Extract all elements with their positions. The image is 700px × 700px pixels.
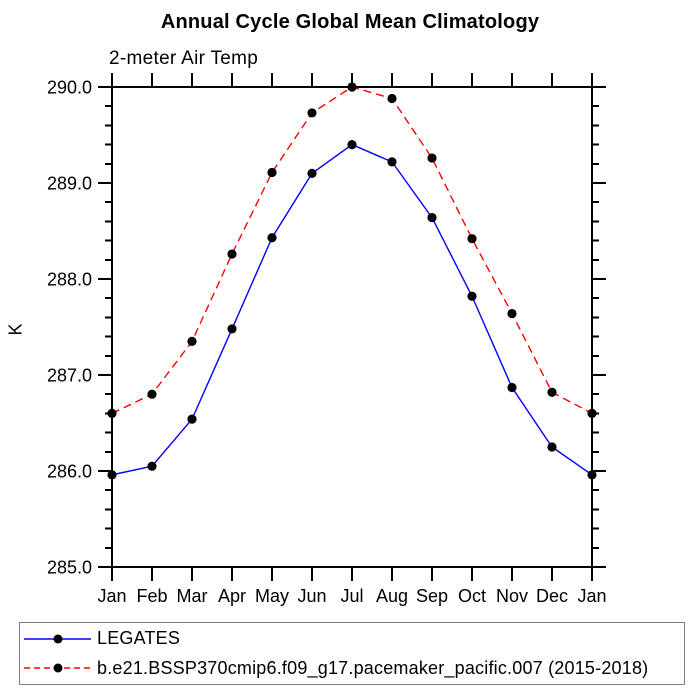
data-point: [387, 93, 397, 104]
x-tick-label: Oct: [458, 586, 486, 606]
data-point: [107, 470, 117, 480]
x-tick-label: Jul: [340, 586, 363, 606]
data-point: [147, 389, 157, 399]
x-tick-label: Sep: [416, 586, 448, 606]
x-tick-label: Mar: [177, 586, 208, 606]
data-point: [507, 382, 517, 393]
data-point: [507, 308, 517, 319]
legend-line-sample-model: [24, 663, 91, 673]
data-point: [387, 157, 397, 167]
legend-item-model: b.e21.BSSP370cmip6.f09_g17.pacemaker_pac…: [20, 655, 684, 682]
x-tick-label: Jun: [297, 586, 326, 606]
chart-subtitle: 2-meter Air Temp: [109, 48, 259, 69]
data-point: [347, 140, 357, 150]
legend-line-sample-legates: [24, 634, 91, 644]
x-tick-label: Feb: [136, 586, 167, 606]
y-tick-label: 288.0: [47, 270, 92, 290]
series-line-0: [111, 143, 593, 476]
x-tick-label: Nov: [496, 586, 528, 606]
legend-marker-dot: [53, 634, 63, 644]
data-point: [267, 233, 277, 243]
x-tick-label: Dec: [536, 586, 568, 606]
data-point: [427, 212, 437, 223]
legend-marker-dot: [53, 663, 63, 673]
legend-item-legates: LEGATES: [20, 625, 684, 652]
data-point: [307, 108, 317, 118]
series-markers-0: [107, 140, 597, 480]
x-tick-label: Aug: [376, 586, 408, 606]
data-point: [547, 387, 557, 397]
x-tick-label: Apr: [218, 586, 246, 606]
data-point: [587, 470, 597, 480]
y-tick-label: 285.0: [47, 558, 92, 578]
y-tick-labels: 285.0 286.0 287.0 288.0 289.0 290.0: [47, 78, 92, 578]
x-tick-label: May: [255, 586, 289, 606]
data-point: [467, 234, 477, 244]
y-tick-label: 290.0: [47, 78, 92, 98]
x-tick-label: Jan: [97, 586, 126, 606]
legend-box: LEGATES b.e21.BSSP370cmip6.f09_g17.pacem…: [19, 622, 685, 685]
data-point: [547, 442, 557, 452]
x-tick-label: Jan: [577, 586, 606, 606]
data-point: [227, 249, 237, 259]
data-point: [467, 291, 477, 301]
series-markers-1: [107, 82, 597, 418]
y-tick-label: 287.0: [47, 366, 92, 386]
y-tick-label: 286.0: [47, 462, 92, 482]
series-line-1: [111, 86, 593, 415]
legend-label-legates: LEGATES: [97, 628, 181, 649]
data-point: [187, 414, 197, 424]
data-point: [427, 153, 437, 163]
data-point: [307, 168, 317, 178]
y-tick-label: 289.0: [47, 174, 92, 194]
data-point: [227, 324, 237, 334]
data-point: [267, 167, 277, 178]
data-point: [347, 82, 357, 92]
x-tick-labels: Jan Feb Mar Apr May Jun Jul Aug Sep Oct Nov Dec Jan: [97, 586, 606, 606]
data-point: [147, 461, 157, 471]
legend-label-model: b.e21.BSSP370cmip6.f09_g17.pacemaker_pac…: [97, 657, 649, 678]
data-point: [587, 408, 597, 418]
chart-title: Annual Cycle Global Mean Climatology: [160, 11, 540, 33]
data-point: [107, 408, 117, 418]
data-point: [187, 336, 197, 346]
